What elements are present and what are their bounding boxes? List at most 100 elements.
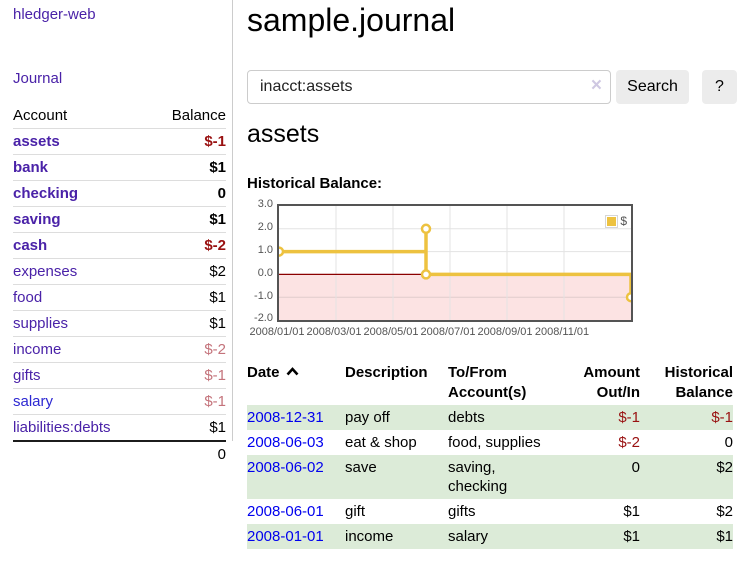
accounts-cell: food, supplies bbox=[448, 434, 541, 451]
account-link-saving[interactable]: saving bbox=[13, 211, 61, 228]
account-row: expenses $2 bbox=[13, 258, 226, 285]
col-tofrom-accounts: To/From Account(s) bbox=[448, 364, 527, 401]
account-link-salary[interactable]: salary bbox=[13, 393, 54, 410]
date-link[interactable]: 2008-01-01 bbox=[247, 528, 324, 545]
accounts-total-row: 0 bbox=[13, 440, 226, 467]
account-heading: assets bbox=[247, 120, 320, 148]
y-axis-label: -2.0 bbox=[254, 312, 273, 324]
chart-legend: $ bbox=[605, 214, 627, 228]
sidebar-item-journal[interactable]: Journal bbox=[13, 70, 63, 87]
data-point-marker bbox=[420, 269, 432, 280]
data-point-marker bbox=[625, 291, 631, 303]
balance-cell: 0 bbox=[724, 434, 733, 451]
x-axis-label: 2008/03/01 bbox=[306, 326, 362, 338]
sort-ascending-icon bbox=[286, 367, 298, 376]
y-axis-label: 2.0 bbox=[257, 221, 273, 233]
chart-canvas bbox=[279, 206, 631, 320]
account-row: checking 0 bbox=[13, 180, 226, 207]
account-balance: $2 bbox=[149, 258, 226, 285]
register-row: 2008-06-03 eat & shop food, supplies $-2… bbox=[247, 430, 733, 455]
y-axis-label: 0.0 bbox=[257, 267, 273, 279]
legend-label: $ bbox=[620, 214, 627, 228]
help-button[interactable]: ? bbox=[702, 70, 737, 104]
amount-cell: $-1 bbox=[618, 409, 640, 426]
historical-balance-chart: 3.0 2.0 1.0 0.0 -1.0 -2.0 bbox=[247, 198, 637, 344]
account-row: cash $-2 bbox=[13, 232, 226, 259]
account-balance: $-1 bbox=[149, 128, 226, 155]
account-link-cash[interactable]: cash bbox=[13, 237, 48, 254]
y-axis-label: 1.0 bbox=[257, 244, 273, 256]
account-balance: $-1 bbox=[149, 362, 226, 389]
accounts-cell: saving, checking bbox=[448, 459, 508, 495]
balance-cell: $-1 bbox=[711, 409, 733, 426]
sidebar: hledger-web Journal Account Balance asse… bbox=[0, 0, 232, 582]
account-row: income $-2 bbox=[13, 336, 226, 363]
accounts-col-account: Account bbox=[13, 107, 68, 124]
amount-cell: 0 bbox=[631, 459, 640, 476]
account-link-expenses[interactable]: expenses bbox=[13, 263, 78, 280]
account-link-gifts[interactable]: gifts bbox=[13, 367, 41, 384]
x-axis-label: 2008/11/01 bbox=[534, 326, 590, 338]
account-balance: $1 bbox=[149, 310, 226, 337]
sidebar-divider bbox=[232, 0, 233, 441]
account-row: supplies $1 bbox=[13, 310, 226, 337]
x-axis-label: 2008/07/01 bbox=[420, 326, 476, 338]
accounts-cell: gifts bbox=[448, 503, 476, 520]
account-link-liabilities-debts[interactable]: liabilities:debts bbox=[13, 419, 111, 436]
account-balance: $-2 bbox=[149, 336, 226, 363]
y-axis-label: 3.0 bbox=[257, 198, 273, 210]
legend-swatch-icon bbox=[605, 214, 619, 228]
register-row: 2008-12-31 pay off debts $-1 $-1 bbox=[247, 405, 733, 430]
page-title: sample.journal bbox=[247, 2, 456, 38]
account-balance: 0 bbox=[149, 180, 226, 207]
account-link-assets[interactable]: assets bbox=[13, 133, 60, 150]
amount-cell: $1 bbox=[623, 528, 640, 545]
account-link-food[interactable]: food bbox=[13, 289, 43, 306]
account-row: gifts $-1 bbox=[13, 362, 226, 389]
date-link[interactable]: 2008-06-01 bbox=[247, 503, 324, 520]
clear-search-icon[interactable]: × bbox=[590, 75, 602, 96]
account-link-checking[interactable]: checking bbox=[13, 185, 79, 202]
date-link[interactable]: 2008-12-31 bbox=[247, 409, 324, 426]
accounts-col-balance: Balance bbox=[171, 107, 226, 124]
account-balance: $-1 bbox=[149, 388, 226, 415]
account-link-income[interactable]: income bbox=[13, 341, 62, 358]
y-axis-label: -1.0 bbox=[254, 290, 273, 302]
register-row: 2008-06-01 gift gifts $1 $2 bbox=[247, 499, 733, 524]
account-balance: $1 bbox=[149, 154, 226, 181]
account-row: food $1 bbox=[13, 284, 226, 311]
date-link[interactable]: 2008-06-02 bbox=[247, 459, 324, 476]
account-row: liabilities:debts $1 bbox=[13, 414, 226, 441]
data-point-marker bbox=[279, 246, 285, 257]
description-cell: income bbox=[345, 528, 394, 545]
col-historical-balance: Historical Balance bbox=[664, 364, 733, 401]
description-cell: eat & shop bbox=[345, 434, 417, 451]
accounts-cell: debts bbox=[448, 409, 485, 426]
register-row: 2008-01-01 income salary $1 $1 bbox=[247, 524, 733, 549]
balance-cell: $2 bbox=[716, 503, 733, 520]
balance-cell: $2 bbox=[716, 459, 733, 476]
account-link-bank[interactable]: bank bbox=[13, 159, 49, 176]
register-header-row: Date Description To/From Account(s) Amou… bbox=[247, 361, 733, 405]
main-content: sample.journal × Search ? assets Histori… bbox=[247, 0, 737, 582]
account-balance: $1 bbox=[149, 284, 226, 311]
accounts-table: Account Balance assets $-1 bank $1 check… bbox=[13, 103, 226, 467]
search-button[interactable]: Search bbox=[616, 70, 689, 104]
description-cell: pay off bbox=[345, 409, 390, 426]
col-date[interactable]: Date bbox=[247, 361, 345, 405]
accounts-header-row: Account Balance bbox=[13, 103, 226, 129]
amount-cell: $1 bbox=[623, 503, 640, 520]
balance-line bbox=[279, 227, 631, 298]
account-balance: $1 bbox=[149, 414, 226, 441]
account-link-supplies[interactable]: supplies bbox=[13, 315, 69, 332]
description-cell: save bbox=[345, 459, 377, 476]
account-balance: $-2 bbox=[149, 232, 226, 259]
register-table: Date Description To/From Account(s) Amou… bbox=[247, 361, 733, 549]
data-point-marker bbox=[420, 223, 432, 235]
account-row: bank $1 bbox=[13, 154, 226, 181]
date-link[interactable]: 2008-06-03 bbox=[247, 434, 324, 451]
amount-cell: $-2 bbox=[618, 434, 640, 451]
search-input[interactable] bbox=[247, 70, 611, 104]
app-title-link[interactable]: hledger-web bbox=[13, 6, 96, 23]
register-row: 2008-06-02 save saving, checking 0 $2 bbox=[247, 455, 733, 499]
